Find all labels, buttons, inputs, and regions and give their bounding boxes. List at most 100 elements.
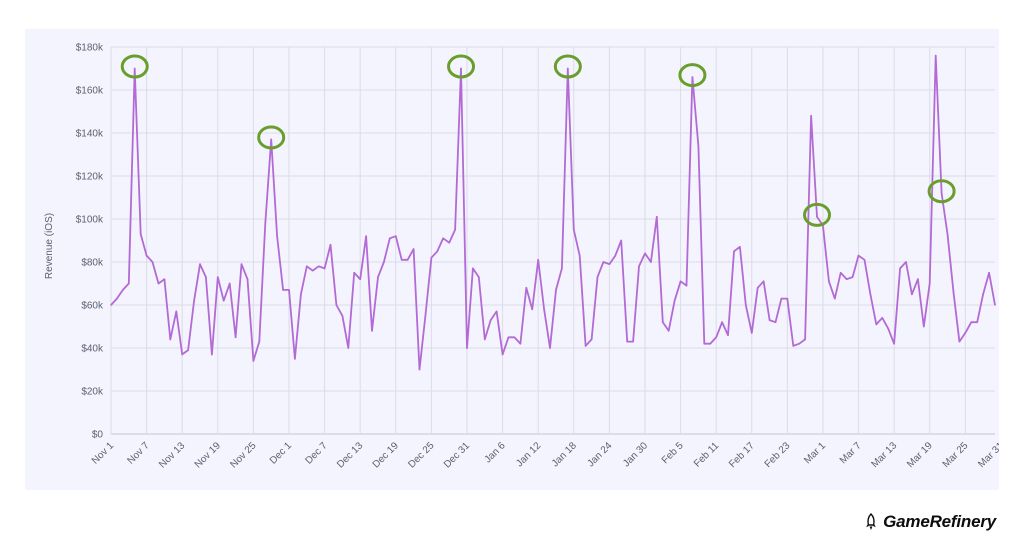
x-tick-label: Feb 17 (727, 440, 757, 470)
data-point (946, 233, 949, 235)
revenue-line (110, 54, 996, 371)
data-point (923, 325, 925, 328)
data-point (739, 246, 741, 248)
data-point (632, 340, 634, 343)
data-point (276, 235, 278, 237)
data-point (964, 332, 967, 334)
data-point (216, 276, 219, 278)
x-tick-label: Nov 13 (157, 440, 187, 470)
data-point (228, 282, 231, 285)
data-point (584, 345, 587, 347)
rocket-icon (866, 513, 876, 530)
brand-logo: GameRefinery (865, 512, 996, 532)
x-tick-label: Mar 31 (976, 440, 999, 470)
data-point (756, 287, 759, 289)
data-point (863, 259, 866, 261)
x-tick-label: Jan 24 (585, 440, 614, 469)
data-point (240, 263, 243, 265)
grid-lines (110, 46, 995, 435)
x-tick-label: Nov 7 (125, 440, 152, 467)
data-point (804, 338, 806, 341)
data-point (187, 349, 189, 351)
data-point (561, 267, 563, 270)
data-point (543, 308, 545, 311)
data-point (483, 338, 486, 341)
data-point (222, 299, 225, 302)
data-point (679, 280, 682, 283)
data-point (673, 299, 676, 302)
data-point (513, 336, 516, 339)
data-point (424, 314, 427, 317)
data-point (400, 259, 403, 261)
x-tick-label: Jan 30 (621, 440, 650, 469)
x-tick-label: Mar 25 (941, 440, 971, 470)
data-point (721, 321, 723, 324)
data-point (578, 254, 581, 257)
data-point (418, 368, 421, 371)
x-tick-label: Mar 19 (905, 440, 935, 470)
data-point (466, 347, 468, 349)
data-point (875, 323, 878, 326)
data-point (810, 115, 812, 117)
data-point (608, 263, 611, 265)
y-tick-label: $120k (76, 172, 104, 183)
revenue-series (110, 54, 996, 371)
data-point (519, 342, 522, 345)
peak-highlights (120, 54, 956, 227)
data-point (371, 330, 373, 332)
data-point (329, 244, 332, 246)
data-point (525, 287, 528, 289)
data-point (780, 297, 783, 300)
data-point (264, 222, 267, 225)
data-point (133, 67, 136, 70)
data-point (644, 252, 646, 255)
data-point (460, 67, 462, 70)
x-tick-label: Feb 11 (692, 440, 722, 470)
data-point (270, 138, 272, 141)
x-tick-label: Mar 13 (869, 440, 899, 470)
data-point (377, 276, 379, 278)
data-point (709, 342, 712, 345)
x-axis-ticks: Nov 1 Nov 7 Nov 13 Nov 19 Nov 25 Dec 1 Dec 7 De… (90, 440, 999, 470)
data-point (745, 304, 747, 306)
data-point (940, 192, 943, 194)
x-tick-label: Mar 1 (802, 440, 828, 466)
data-point (638, 265, 640, 268)
data-point (383, 261, 385, 263)
data-point (857, 254, 860, 257)
data-point (661, 321, 664, 324)
data-point (394, 235, 397, 237)
x-tick-label: Feb 23 (763, 440, 793, 470)
x-tick-label: Jan 6 (483, 440, 508, 465)
data-point (828, 280, 830, 283)
data-point (816, 216, 818, 218)
data-point (246, 278, 249, 280)
x-tick-label: Dec 1 (268, 440, 295, 467)
data-point (899, 267, 901, 270)
data-point (175, 310, 178, 313)
data-point (353, 271, 356, 274)
data-point (976, 321, 979, 324)
data-point (911, 293, 913, 296)
data-point (442, 237, 445, 240)
data-point (193, 299, 195, 302)
data-point (845, 278, 848, 280)
x-tick-label: Dec 25 (406, 440, 436, 470)
data-point (430, 256, 433, 259)
x-tick-label: Dec 31 (442, 440, 472, 470)
y-tick-label: $180k (76, 43, 104, 54)
data-point (234, 336, 237, 339)
data-point (567, 67, 569, 70)
y-axis-ticks: $0 $20k $40k $60k $80k $100k $120k $140k $160k $1… (76, 43, 104, 441)
peak-highlight-circle (803, 202, 832, 227)
data-point (893, 342, 895, 345)
data-point (786, 297, 789, 300)
data-point (596, 276, 599, 278)
y-axis-label: Revenue (iOS) (44, 213, 55, 279)
data-point (478, 276, 480, 278)
x-tick-label: Nov 19 (193, 440, 223, 470)
data-point (448, 241, 450, 244)
x-tick-label: Nov 1 (90, 440, 117, 467)
data-point (614, 254, 617, 257)
peak-highlight-circle (257, 125, 286, 150)
